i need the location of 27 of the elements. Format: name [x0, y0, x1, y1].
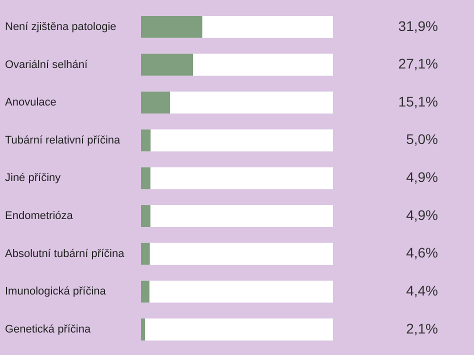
- y-tick-label: Genetická příčina: [5, 324, 92, 336]
- y-tick-label: Tubární relativní příčina: [5, 134, 122, 146]
- bar: [141, 242, 150, 265]
- data-label: 4,4%: [406, 282, 438, 299]
- data-label: 4,9%: [406, 206, 438, 223]
- bar: [141, 318, 146, 340]
- y-tick-label: Absolutní tubární příčina: [5, 248, 126, 260]
- bar: [141, 280, 150, 303]
- y-tick-label: Ovariální selhání: [5, 58, 88, 71]
- bar: [141, 92, 170, 114]
- data-label: 2,1%: [406, 320, 438, 336]
- bar: [141, 16, 202, 38]
- data-label: 4,6%: [406, 244, 438, 261]
- y-tick-label: Není zjištěna patologie: [5, 20, 116, 33]
- data-label: 27,1%: [398, 56, 438, 72]
- data-label: 4,9%: [406, 169, 438, 186]
- data-label: 15,1%: [398, 93, 438, 110]
- data-label: 31,9%: [398, 18, 438, 34]
- y-tick-label: Imunologická příčina: [5, 286, 107, 298]
- bar: [141, 54, 194, 76]
- y-tick-label: Anovulace: [5, 96, 56, 109]
- data-label: 5,0%: [406, 131, 438, 148]
- bar: [141, 167, 150, 190]
- y-tick-label: Jiné příčiny: [5, 172, 62, 184]
- bar: [141, 129, 151, 152]
- y-tick-label: Endometrióza: [5, 210, 74, 222]
- bar: [141, 205, 150, 227]
